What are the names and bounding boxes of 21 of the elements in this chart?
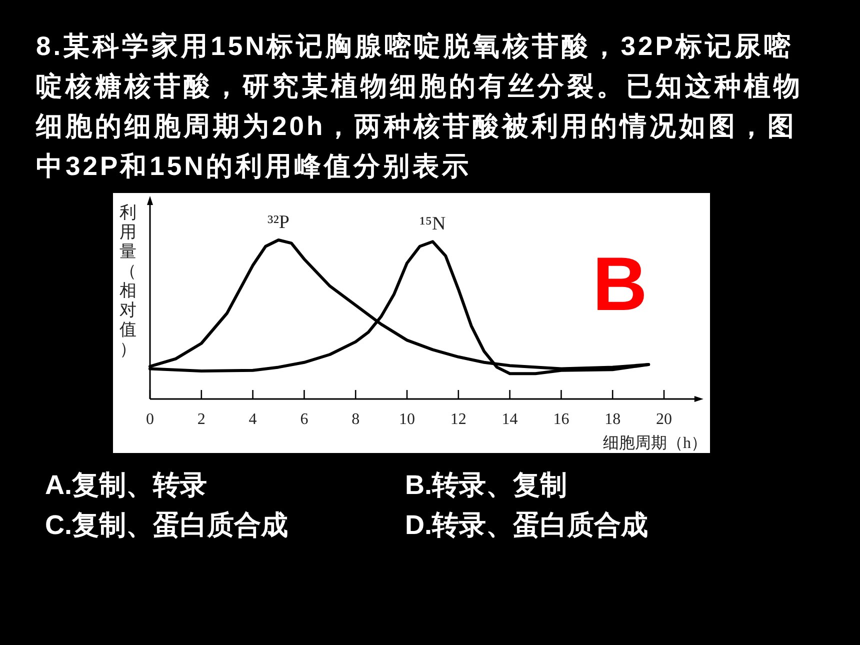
x-tick-label: 14	[502, 411, 518, 428]
text: A.复制、转录	[45, 470, 207, 500]
x-tick-label: 8	[352, 411, 360, 428]
series-label: ¹⁵N	[420, 214, 446, 235]
text: B.转录、复制	[405, 470, 567, 500]
y-axis-title: 利用量（相对值）	[120, 203, 136, 358]
chart-title: 8.某科学家用15N标记胸腺嘧啶脱氧核苷酸，32P标记尿嘧啶核糖核苷酸，研究某植物细胞的有丝分裂。已知这种植物细胞的细胞周期为20h，两种核苷酸被利用的情况如图，图中32P和15N的利用峰值分别表示	[36, 30, 804, 183]
x-tick-label: 2	[197, 411, 206, 428]
x-tick-label: 10	[399, 411, 415, 428]
text: C.复制、蛋白质合成	[45, 510, 288, 540]
text: D.转录、蛋白质合成	[405, 510, 648, 540]
x-axis-title: 细胞周期（h）	[603, 434, 707, 452]
x-tick-label: 18	[604, 411, 621, 428]
annotation: B	[592, 242, 648, 327]
x-tick-label: 12	[450, 411, 466, 428]
series-label: ³²P	[268, 212, 290, 233]
x-tick-label: 16	[553, 411, 570, 428]
x-tick-label: 4	[248, 411, 257, 428]
x-tick-label: 20	[656, 411, 672, 428]
x-tick-label: 6	[300, 411, 308, 428]
x-tick-label: 0	[146, 411, 154, 428]
